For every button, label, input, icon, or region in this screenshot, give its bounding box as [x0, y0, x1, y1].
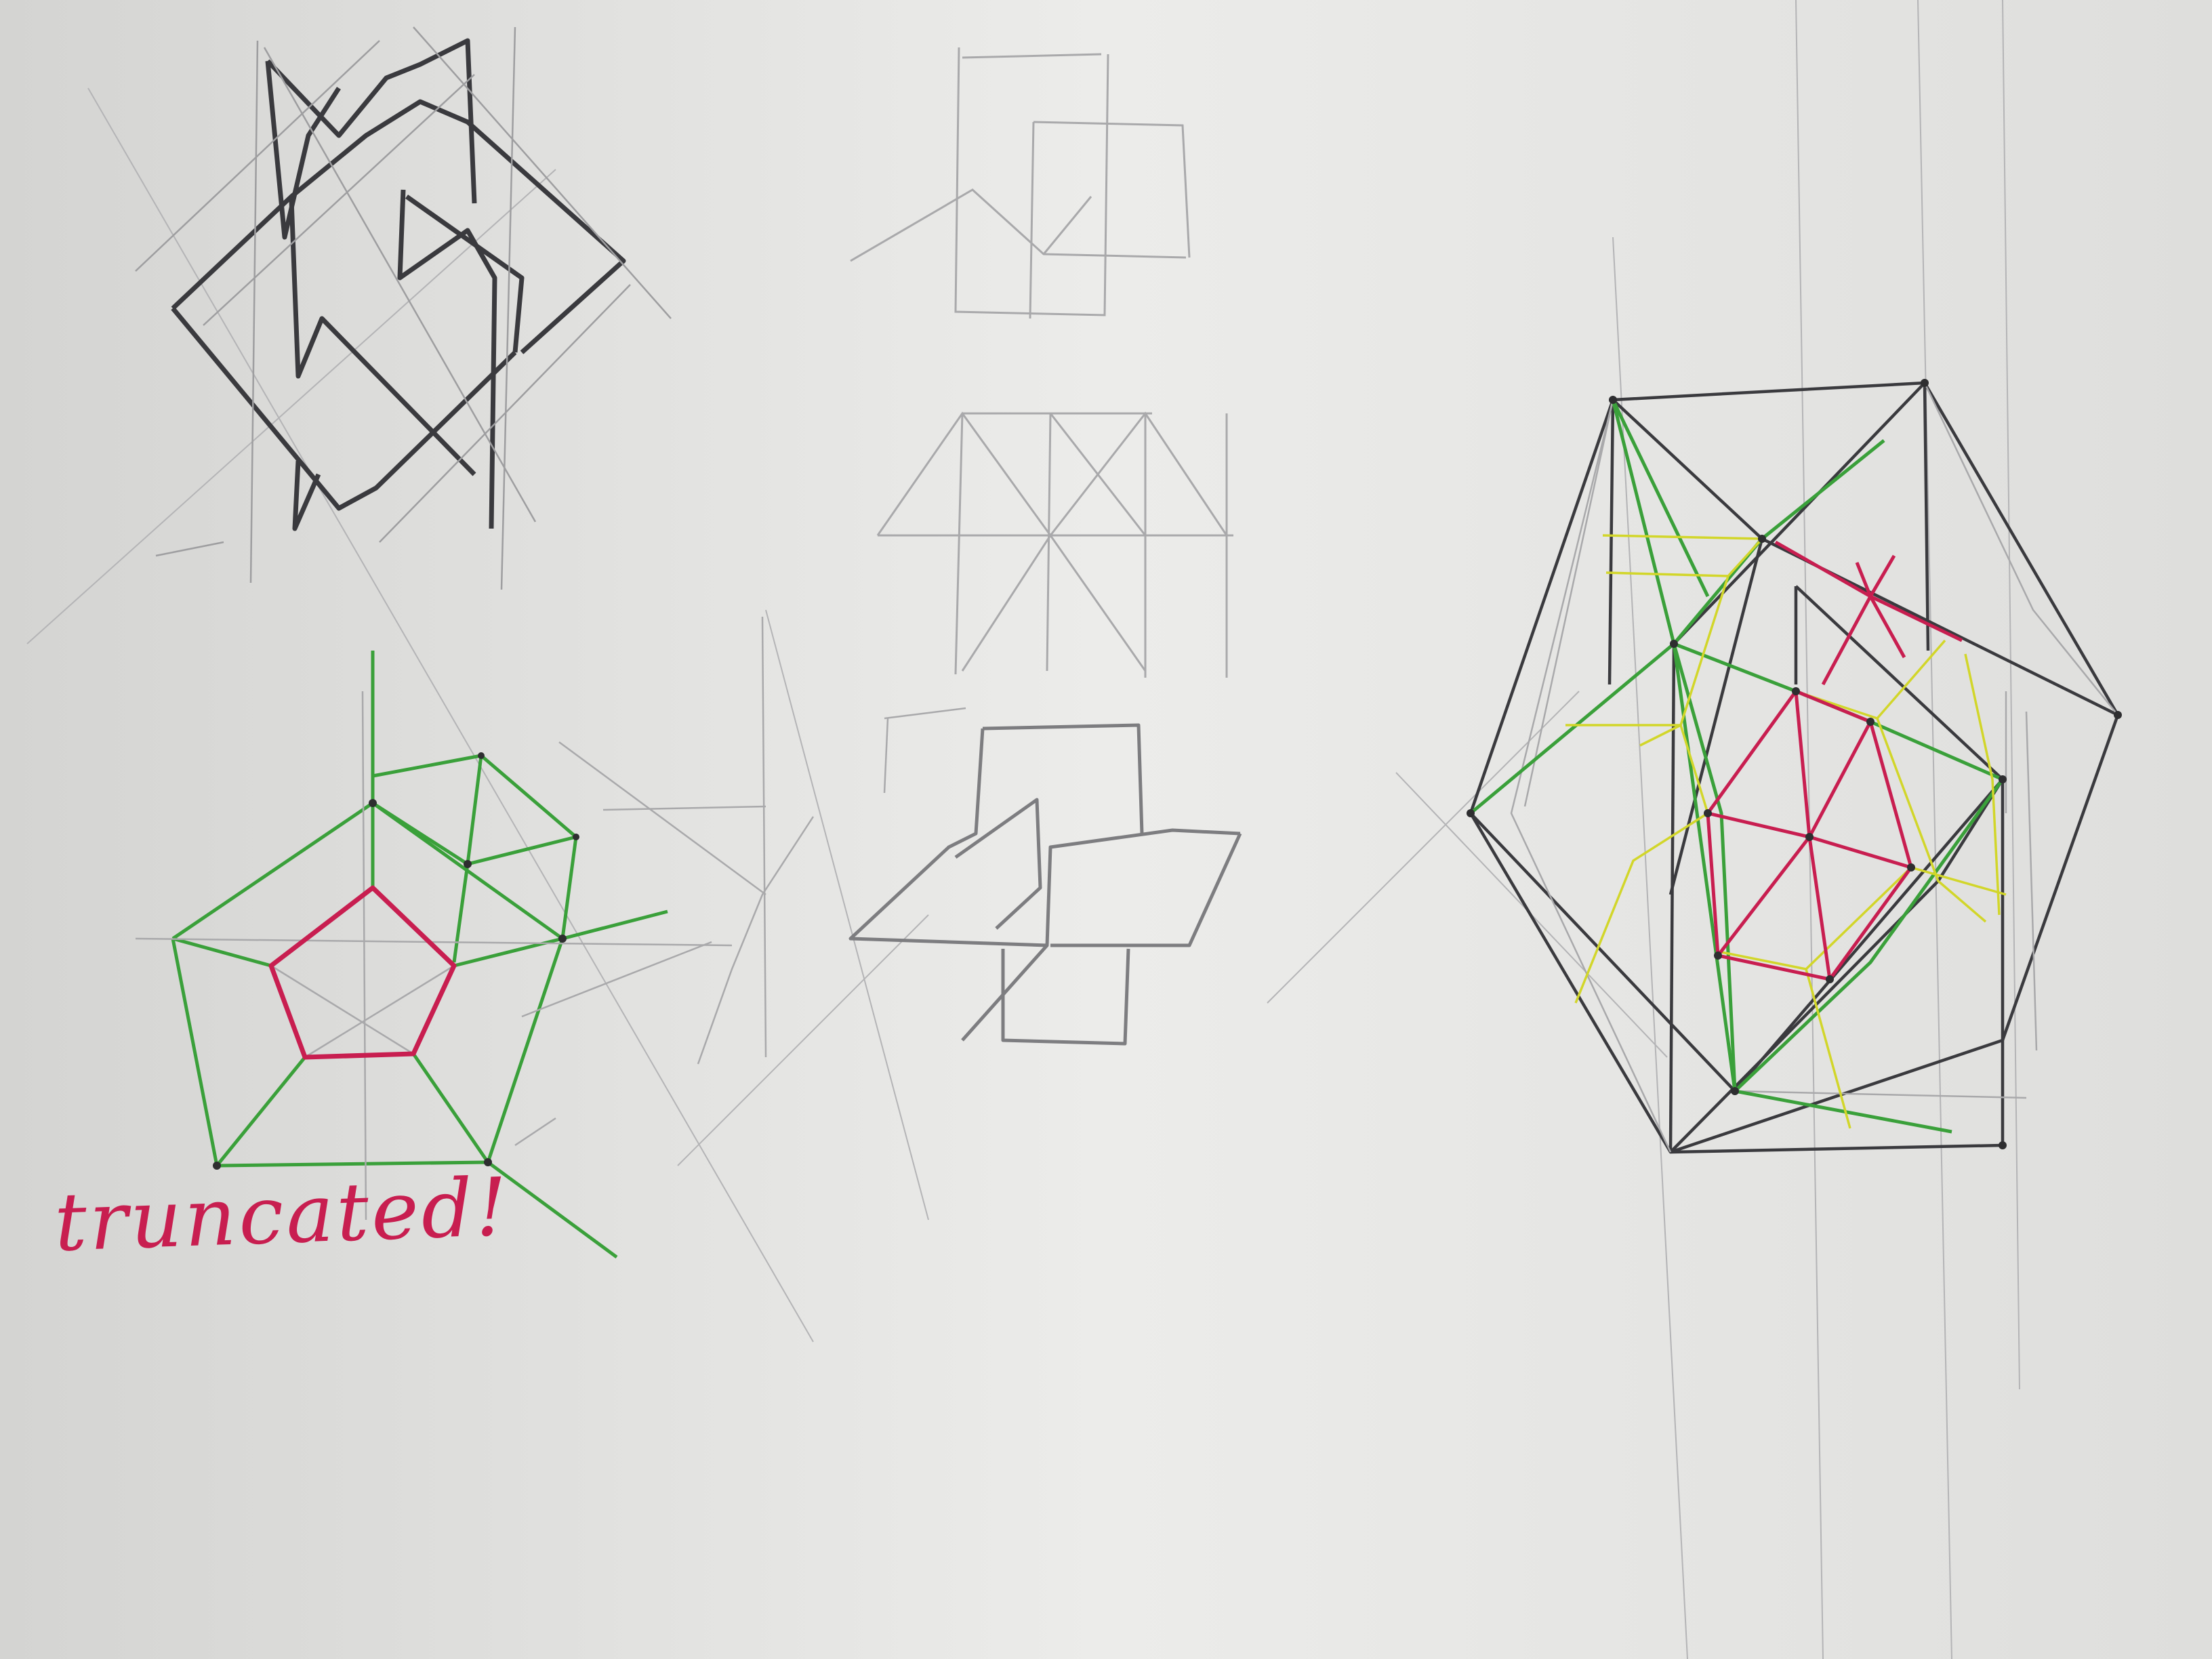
construction-lines [26, 0, 2020, 1659]
pentagon-vertex-dots [213, 752, 579, 1170]
cross-planes-sketch [848, 723, 1242, 1046]
interlocking-planes-guides [135, 26, 672, 590]
pentagon-net-green [171, 651, 668, 1259]
faint-box-sketch [850, 47, 1191, 319]
truncated-annotation: truncated! [53, 1160, 512, 1269]
interlocking-planes-sketch [171, 38, 626, 531]
polyhedron-pencil-faint [1510, 382, 2118, 1153]
red-pentagon [268, 885, 457, 1060]
triangle-lattice-sketch [876, 411, 1233, 678]
pentagon-net-pencil [135, 691, 733, 1221]
pencil-marks-mid [558, 616, 966, 1065]
polyhedron-vertex-dots [1467, 379, 2122, 1149]
